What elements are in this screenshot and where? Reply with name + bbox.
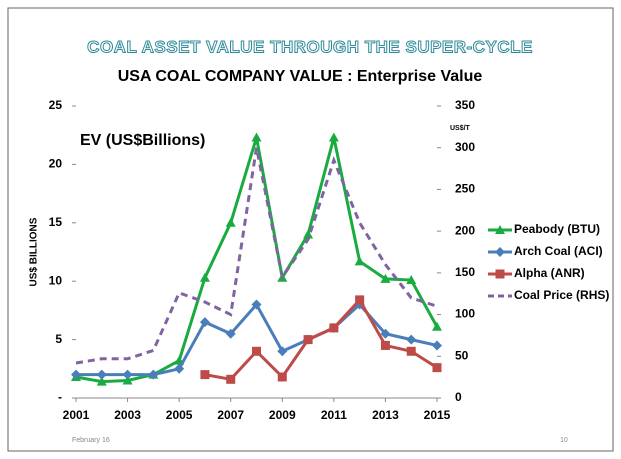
footer-page: 10 (560, 437, 568, 444)
legend-label: Peabody (BTU) (514, 222, 600, 236)
marker (277, 346, 288, 357)
y2-tick-label: 50 (455, 348, 469, 362)
footer-date: February 16 (72, 437, 110, 444)
marker (380, 273, 391, 283)
y2-tick-label: 100 (455, 307, 475, 321)
marker (251, 299, 262, 310)
legend-label: Alpha (ANR) (514, 266, 585, 280)
annotation: EV (US$Billions) (80, 132, 205, 149)
marker (495, 225, 505, 234)
x-tick-label: 2003 (114, 408, 141, 422)
marker (148, 369, 159, 380)
marker (199, 272, 210, 282)
marker (174, 363, 185, 374)
x-tick-label: 2013 (372, 408, 399, 422)
y-tick-label: 25 (49, 98, 63, 112)
y2-tick-label: 300 (455, 140, 475, 154)
marker (406, 346, 416, 356)
marker (122, 375, 133, 385)
chart-title: USA COAL COMPANY VALUE : Enterprise Valu… (118, 68, 483, 85)
x-tick-label: 2007 (217, 408, 244, 422)
marker (251, 132, 262, 142)
marker (495, 247, 505, 257)
x-tick-label: 2001 (63, 408, 90, 422)
y-tick-label: - (58, 390, 62, 404)
marker (303, 229, 314, 239)
marker (199, 317, 210, 328)
marker (277, 372, 287, 382)
marker (354, 256, 365, 266)
marker (303, 335, 313, 345)
y2-axis-label: US$/T (450, 125, 471, 132)
marker (432, 340, 442, 351)
legend-label: Coal Price (RHS) (514, 288, 609, 302)
marker (329, 323, 339, 333)
marker (71, 369, 81, 380)
x-tick-label: 2009 (269, 408, 296, 422)
marker (406, 334, 417, 345)
marker (96, 369, 107, 380)
marker (380, 340, 390, 350)
marker (355, 295, 365, 305)
marker (225, 217, 236, 227)
y2-tick-label: 350 (455, 98, 475, 112)
y-axis-label: US$ BILLIONS (29, 217, 40, 286)
marker (432, 321, 442, 331)
y2-tick-label: 0 (455, 390, 462, 404)
slide-heading: COAL ASSET VALUE THROUGH THE SUPER-CYCLE (87, 37, 533, 56)
marker (225, 328, 236, 339)
y2-tick-label: 200 (455, 223, 475, 237)
x-tick-label: 2005 (166, 408, 193, 422)
y-tick-label: 5 (55, 332, 62, 346)
series-line (204, 297, 438, 381)
x-tick-label: 2011 (321, 408, 347, 422)
marker (495, 269, 505, 279)
y-tick-label: 15 (49, 215, 63, 229)
x-tick-label: 2015 (424, 408, 451, 422)
y-tick-label: 20 (49, 157, 63, 171)
legend-label: Arch Coal (ACI) (514, 244, 603, 258)
marker (380, 328, 391, 339)
marker (406, 275, 417, 285)
marker (122, 369, 133, 380)
marker (226, 374, 236, 384)
marker (328, 132, 339, 142)
marker (96, 376, 107, 386)
marker (252, 346, 261, 356)
y2-tick-label: 250 (455, 182, 475, 196)
y2-tick-label: 150 (455, 265, 475, 279)
series-line (75, 147, 438, 365)
y-tick-label: 10 (49, 273, 63, 287)
marker (200, 370, 210, 380)
marker (432, 363, 442, 373)
